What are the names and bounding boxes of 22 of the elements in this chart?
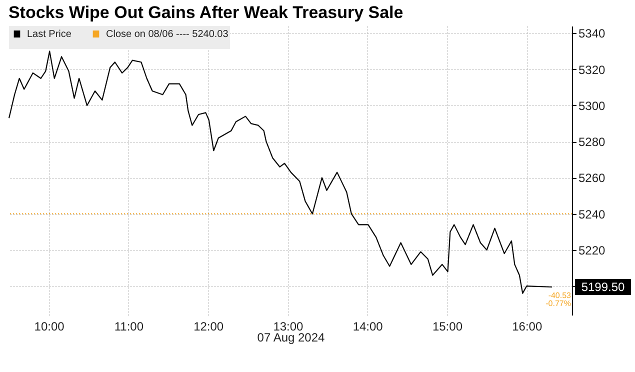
x-tick-label: 12:00 [194,320,224,334]
x-tick-label: 16:00 [512,320,542,334]
annotation: -0.77% [546,299,571,308]
x-tick-label: 15:00 [432,320,463,334]
y-tick-label: 5260 [578,171,606,186]
legend-label: Close on 08/06 ---- 5240.03 [106,29,229,40]
x-tick-label: 14:00 [352,320,384,334]
y-tick-label: 5280 [578,135,606,150]
x-tick-label: 10:00 [34,320,65,334]
y-tick-label: 5220 [578,243,606,258]
line-series [8,50,553,294]
y-tick-label: 5340 [578,26,606,41]
annotation: -40.53 [548,291,572,300]
y-tick-label: 5300 [578,98,606,113]
x-tick-label: 13:00 [273,320,304,334]
x-tick-label: 11:00 [114,320,144,334]
chart-title: Stocks Wipe Out Gains After Weak Treasury Sale [8,3,404,22]
text: 5199.50 [581,280,626,294]
y-tick-label: 5320 [578,62,606,77]
legend-label: Last Price [27,29,72,40]
x-axis-title: 07 Aug 2024 [257,330,326,344]
y-tick-label: 5240 [578,207,606,222]
